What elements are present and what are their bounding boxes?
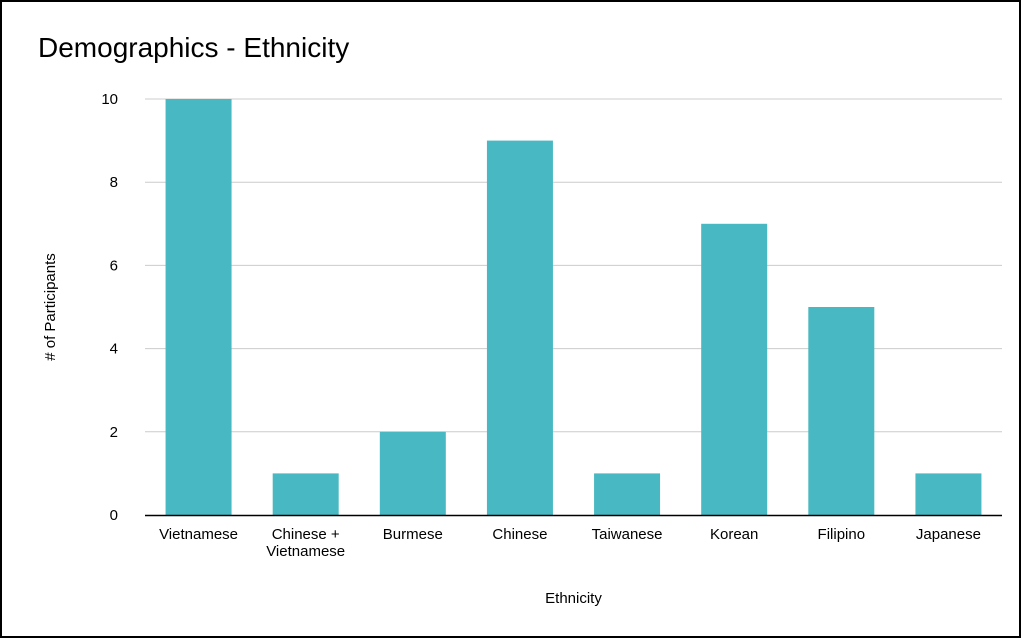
x-tick-label: Vietnamese (159, 526, 238, 543)
bar (808, 307, 875, 515)
y-tick-label: 0 (110, 507, 118, 524)
bar (272, 473, 339, 515)
bar (165, 99, 232, 515)
y-axis-title: # of Participants (42, 253, 59, 361)
bar (486, 140, 553, 515)
x-tick-label: Chinese + Vietnamese (266, 526, 345, 560)
x-tick-label: Burmese (383, 526, 443, 543)
y-tick-label: 2 (110, 424, 118, 441)
y-tick-label: 6 (110, 257, 118, 274)
x-tick-label: Korean (710, 526, 758, 543)
y-tick-label: 10 (101, 91, 118, 108)
y-tick-labels: 0 2 4 6 8 10 (101, 91, 118, 524)
bars (165, 99, 982, 516)
bar (379, 431, 446, 515)
x-tick-label: Taiwanese (592, 526, 663, 543)
x-tick-label: Chinese (492, 526, 547, 543)
x-tick-label: Japanese (916, 526, 981, 543)
bar (594, 473, 661, 515)
y-tick-label: 4 (110, 341, 118, 358)
x-tick-labels: Vietnamese Chinese + Vietnamese Burmese Chin… (159, 526, 981, 560)
x-axis-title: Ethnicity (545, 590, 602, 607)
bar (701, 223, 768, 516)
y-tick-label: 8 (110, 174, 118, 191)
bar (915, 473, 982, 515)
chart-title: Demographics - Ethnicity (38, 32, 350, 63)
x-tick-label: Filipino (818, 526, 866, 543)
